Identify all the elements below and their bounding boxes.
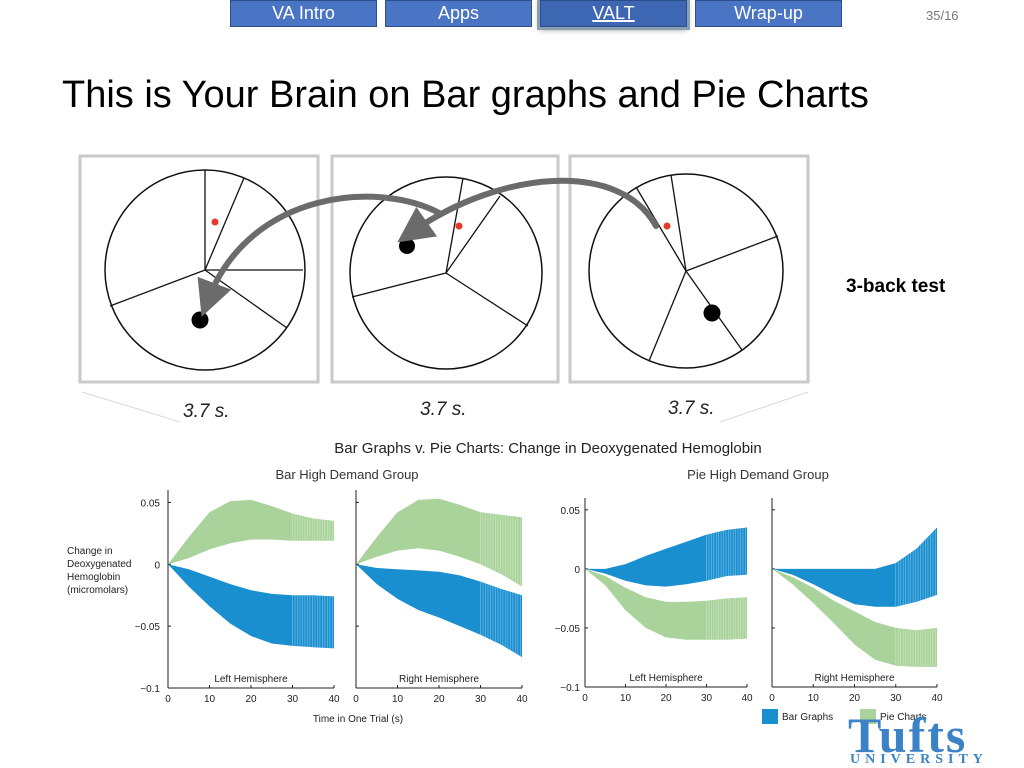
panel-label: Left Hemisphere: [629, 673, 703, 684]
x-tick-label: 20: [433, 694, 445, 705]
x-tick-label: 30: [890, 693, 902, 704]
series-band-pie-charts: [356, 498, 522, 587]
series-band-pie-charts: [168, 499, 334, 565]
panel-label: Right Hemisphere: [814, 673, 894, 684]
tab-label: Apps: [437, 3, 480, 23]
x-tick-label: 10: [204, 694, 216, 705]
x-tick-label: 30: [475, 694, 487, 705]
y-axis-label: (micromolars): [67, 585, 128, 596]
y-tick-label: 0.05: [141, 498, 161, 509]
x-tick-label: 10: [620, 693, 632, 704]
slide-title: This is Your Brain on Bar graphs and Pie…: [62, 74, 869, 116]
shadow-line: [81, 391, 181, 423]
series-band-bar-graphs: [356, 564, 522, 658]
legend-swatch: [762, 709, 778, 724]
y-tick-label: −0.1: [140, 684, 160, 695]
trial-duration-2: 3.7 s.: [420, 399, 467, 420]
x-tick-label: 20: [245, 694, 257, 705]
tab-va-intro[interactable]: VA Intro: [230, 0, 377, 27]
group-title: Pie High Demand Group: [687, 467, 829, 482]
nback-arrow: [397, 177, 659, 243]
y-tick-label: −0.05: [555, 624, 581, 635]
hemoglobin-chart: Bar Graphs v. Pie Charts: Change in Deox…: [67, 440, 943, 725]
series-band-bar-graphs: [168, 564, 334, 649]
tab-valt[interactable]: VALT: [540, 0, 687, 27]
panel-label: Left Hemisphere: [214, 674, 288, 685]
x-axis-label: Time in One Trial (s): [313, 714, 403, 725]
x-tick-label: 40: [516, 694, 528, 705]
tab-wrap-up[interactable]: Wrap-up: [695, 0, 842, 27]
x-tick-label: 0: [165, 694, 171, 705]
series-band-pie-charts: [585, 568, 747, 640]
x-tick-label: 0: [582, 693, 588, 704]
target-dot: [663, 222, 671, 230]
y-tick-label: 0: [574, 565, 580, 576]
stimulus-frame-2: [330, 154, 560, 384]
chart-title: Bar Graphs v. Pie Charts: Change in Deox…: [334, 440, 761, 457]
x-tick-label: 40: [741, 693, 753, 704]
x-tick-label: 40: [931, 693, 943, 704]
stimulus-frame-3: [568, 154, 810, 384]
logo-subtitle: UNIVERSITY: [850, 752, 988, 767]
probe-dot: [703, 304, 721, 322]
series-band-pie-charts: [772, 568, 937, 667]
trial-duration-1: 3.7 s.: [183, 401, 230, 422]
panel-label: Right Hemisphere: [399, 674, 479, 685]
probe-dot: [191, 311, 209, 329]
y-tick-label: −0.1: [560, 683, 580, 694]
x-tick-label: 30: [701, 693, 713, 704]
x-tick-label: 20: [849, 693, 861, 704]
tab-label: VALT: [592, 3, 635, 23]
x-tick-label: 30: [287, 694, 299, 705]
legend-label: Bar Graphs: [782, 712, 833, 723]
target-dot: [211, 218, 219, 226]
y-tick-label: 0.05: [561, 506, 581, 517]
pie-slice-lines: [351, 177, 529, 327]
target-dot: [455, 222, 463, 230]
y-tick-label: −0.05: [135, 622, 161, 633]
legend-swatch: [860, 709, 876, 724]
stimulus-frame-1: [78, 154, 320, 384]
nback-test-label: 3-back test: [846, 276, 946, 297]
section-nav: VA Intro Apps VALT Wrap-up: [230, 0, 842, 27]
x-tick-label: 0: [353, 694, 359, 705]
nback-arrow: [197, 193, 444, 317]
x-tick-label: 10: [808, 693, 820, 704]
stimulus-panels: [78, 154, 810, 423]
series-band-bar-graphs: [585, 527, 747, 587]
group-title: Bar High Demand Group: [275, 467, 418, 482]
tab-apps[interactable]: Apps: [385, 0, 532, 27]
trial-duration-3: 3.7 s.: [668, 398, 715, 419]
logo-wordmark: Tufts: [848, 712, 968, 763]
series-band-bar-graphs: [772, 527, 937, 607]
x-tick-label: 0: [769, 693, 775, 704]
y-axis-label: Deoxygenated: [67, 559, 132, 570]
slide-number: 35/16: [926, 8, 959, 23]
x-tick-label: 20: [660, 693, 672, 704]
tab-label: VA Intro: [272, 3, 335, 23]
y-axis-label: Hemoglobin: [67, 572, 120, 583]
x-tick-label: 40: [328, 694, 340, 705]
x-tick-label: 10: [392, 694, 404, 705]
legend-label: Pie Charts: [880, 712, 927, 723]
y-axis-label: Change in: [67, 546, 113, 557]
university-logo: Tufts UNIVERSITY: [838, 712, 1024, 768]
shadow-line: [719, 391, 809, 423]
y-tick-label: 0: [154, 560, 160, 571]
probe-dot: [399, 238, 415, 254]
tab-label: Wrap-up: [734, 3, 803, 23]
